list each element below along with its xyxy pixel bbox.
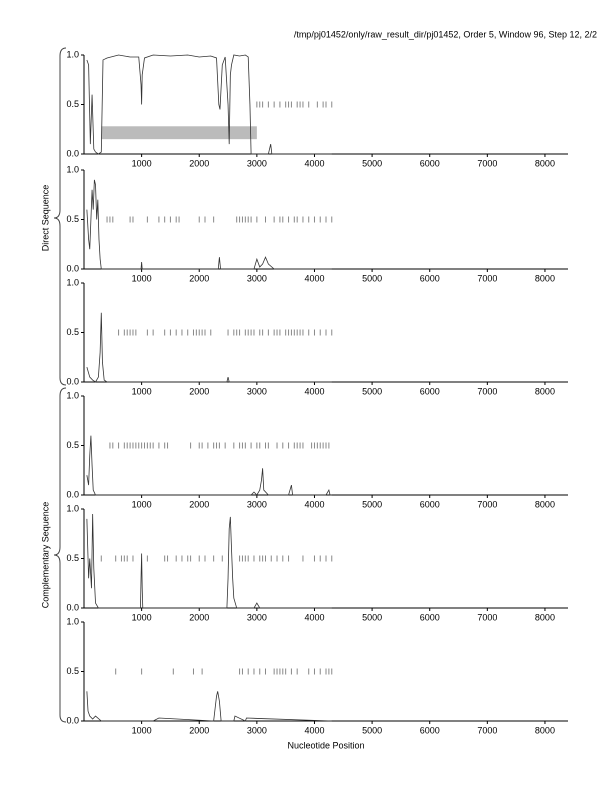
y-tick-label: 0.0 bbox=[66, 263, 79, 273]
signal-line bbox=[86, 312, 332, 383]
signal-line bbox=[86, 54, 332, 155]
x-tick-label: 8000 bbox=[535, 612, 555, 622]
x-tick-label: 4000 bbox=[304, 612, 324, 622]
x-tick-label: 6000 bbox=[420, 158, 440, 168]
x-tick-label: 7000 bbox=[477, 499, 497, 509]
x-tick-label: 3000 bbox=[247, 499, 267, 509]
x-tick-label: 4000 bbox=[304, 725, 324, 735]
highlight-bar bbox=[101, 126, 257, 140]
x-tick-label: 5000 bbox=[362, 158, 382, 168]
x-tick-label: 5000 bbox=[362, 273, 382, 283]
x-tick-label: 8000 bbox=[535, 499, 555, 509]
x-tick-label: 1000 bbox=[132, 273, 152, 283]
signal-line bbox=[86, 435, 332, 496]
y-tick-label: 1.0 bbox=[66, 390, 79, 400]
brace bbox=[53, 387, 67, 723]
x-tick-label: 6000 bbox=[420, 612, 440, 622]
x-tick-label: 2000 bbox=[189, 499, 209, 509]
x-tick-label: 4000 bbox=[304, 386, 324, 396]
x-tick-label: 5000 bbox=[362, 499, 382, 509]
signal-line bbox=[86, 179, 332, 270]
brace bbox=[53, 47, 67, 386]
x-tick-label: 2000 bbox=[189, 273, 209, 283]
header: /tmp/pj01452/only/raw_result_dir/pj01452… bbox=[294, 29, 597, 39]
x-tick-label: 8000 bbox=[535, 158, 555, 168]
x-tick-label: 7000 bbox=[477, 158, 497, 168]
x-tick-label: 4000 bbox=[304, 499, 324, 509]
x-tick-label: 6000 bbox=[420, 499, 440, 509]
y-tick-label: 0.0 bbox=[66, 148, 79, 158]
y-tick-label: 0.0 bbox=[66, 376, 79, 386]
x-tick-label: 1000 bbox=[132, 725, 152, 735]
x-tick-label: 2000 bbox=[189, 386, 209, 396]
y-tick-label: 0.5 bbox=[66, 214, 79, 224]
x-tick-label: 5000 bbox=[362, 725, 382, 735]
x-tick-label: 1000 bbox=[132, 386, 152, 396]
x-axis-label: Nucleotide Position bbox=[287, 740, 364, 750]
x-tick-label: 2000 bbox=[189, 158, 209, 168]
y-tick-label: 1.0 bbox=[66, 277, 79, 287]
x-tick-label: 3000 bbox=[247, 386, 267, 396]
x-tick-label: 7000 bbox=[477, 273, 497, 283]
x-tick-label: 4000 bbox=[304, 273, 324, 283]
x-tick-label: 2000 bbox=[189, 612, 209, 622]
y-tick-label: 1.0 bbox=[66, 503, 79, 513]
x-tick-label: 3000 bbox=[247, 158, 267, 168]
x-tick-label: 1000 bbox=[132, 158, 152, 168]
x-tick-label: 4000 bbox=[304, 158, 324, 168]
x-tick-label: 1000 bbox=[132, 499, 152, 509]
y-tick-label: 1.0 bbox=[66, 49, 79, 59]
x-tick-label: 8000 bbox=[535, 386, 555, 396]
x-tick-label: 5000 bbox=[362, 386, 382, 396]
x-tick-label: 7000 bbox=[477, 612, 497, 622]
x-tick-label: 3000 bbox=[247, 273, 267, 283]
y-tick-label: 0.0 bbox=[66, 715, 79, 725]
x-tick-label: 2000 bbox=[189, 725, 209, 735]
y-tick-label: 0.0 bbox=[66, 602, 79, 612]
y-tick-label: 0.0 bbox=[66, 489, 79, 499]
y-tick-label: 0.5 bbox=[66, 99, 79, 109]
y-tick-label: 1.0 bbox=[66, 164, 79, 174]
y-tick-label: 0.5 bbox=[66, 666, 79, 676]
signal-line bbox=[86, 513, 332, 609]
group-label: Direct Sequence bbox=[40, 185, 50, 252]
y-tick-label: 1.0 bbox=[66, 616, 79, 626]
x-tick-label: 6000 bbox=[420, 273, 440, 283]
x-tick-label: 5000 bbox=[362, 612, 382, 622]
x-tick-label: 7000 bbox=[477, 386, 497, 396]
x-tick-label: 8000 bbox=[535, 725, 555, 735]
x-tick-label: 3000 bbox=[247, 725, 267, 735]
x-tick-label: 6000 bbox=[420, 386, 440, 396]
x-tick-label: 6000 bbox=[420, 725, 440, 735]
y-tick-label: 0.5 bbox=[66, 440, 79, 450]
x-tick-label: 8000 bbox=[535, 273, 555, 283]
group-label: Complementary Sequence bbox=[40, 502, 50, 609]
x-tick-label: 7000 bbox=[477, 725, 497, 735]
y-tick-label: 0.5 bbox=[66, 553, 79, 563]
x-tick-label: 1000 bbox=[132, 612, 152, 622]
y-tick-label: 0.5 bbox=[66, 327, 79, 337]
x-tick-label: 3000 bbox=[247, 612, 267, 622]
signal-line bbox=[86, 691, 332, 722]
